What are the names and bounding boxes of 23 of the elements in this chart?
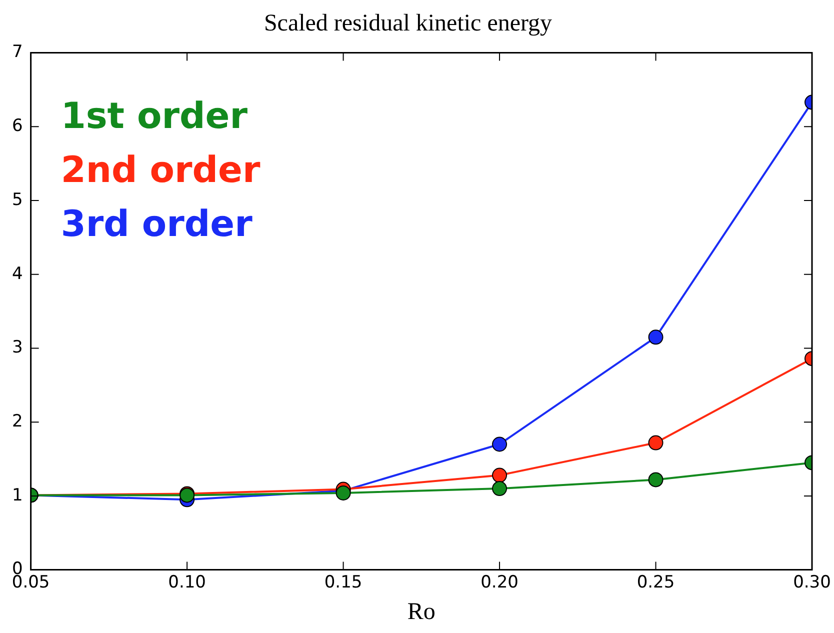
chart-title: Scaled residual kinetic energy — [264, 10, 552, 37]
point — [492, 436, 508, 452]
text: 2nd order — [60, 150, 260, 192]
x-tick-label: 0.20 — [480, 572, 518, 592]
y-tick-label: 3 — [12, 338, 23, 358]
y-tick-label: 1 — [12, 485, 23, 506]
point — [492, 481, 508, 496]
x-tick-label: 0.10 — [168, 572, 206, 592]
text: 3rd order — [60, 204, 253, 246]
y-tick-label: 6 — [12, 116, 23, 136]
x-tick-label: 0.25 — [636, 572, 675, 592]
y-tick-label: 4 — [12, 264, 23, 284]
x-tick-label: 0.30 — [793, 572, 831, 592]
point — [648, 330, 664, 345]
x-tick-label: 0.15 — [324, 572, 362, 592]
y-tick-label: 5 — [12, 190, 23, 210]
point — [492, 468, 508, 483]
legend-label: 1st order — [60, 96, 248, 138]
point — [648, 472, 664, 488]
x-axis-title: Ro — [407, 598, 436, 625]
y-tick-label: 7 — [12, 42, 23, 62]
point — [648, 435, 664, 450]
y-tick-label: 2 — [12, 412, 23, 432]
